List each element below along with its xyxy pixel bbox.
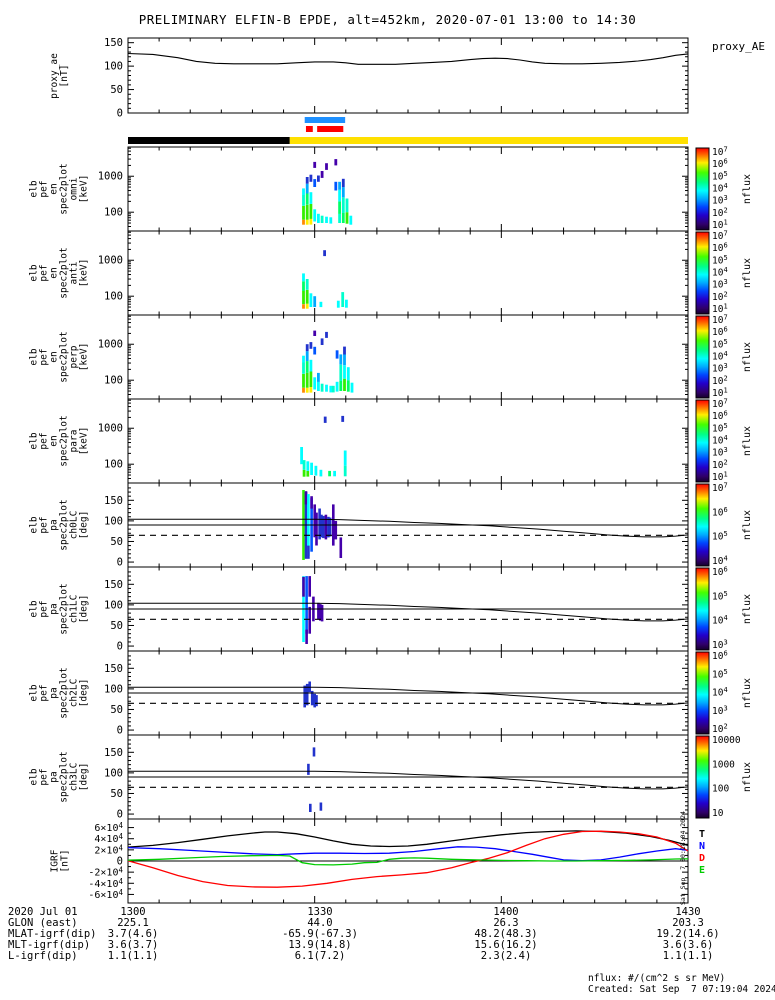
svg-text:105: 105 bbox=[712, 338, 728, 351]
svg-text:106: 106 bbox=[712, 650, 728, 663]
svg-text:nflux: nflux bbox=[742, 174, 753, 204]
side-timestamp: Sat Sep 7 00:18:04 2024 bbox=[679, 811, 687, 905]
time-tick-row: 2020 Jul 01 1300 1330 1400 1430 bbox=[8, 906, 701, 918]
svg-text:150: 150 bbox=[104, 663, 123, 675]
page-title: PRELIMINARY ELFIN-B EPDE, alt=452km, 202… bbox=[138, 12, 637, 27]
date-label: 2020 Jul 01 bbox=[8, 906, 78, 918]
svg-text:107: 107 bbox=[712, 146, 728, 159]
created-timestamp: Created: Sat Sep 7 07:19:04 2024 bbox=[588, 984, 775, 995]
svg-text:104: 104 bbox=[712, 434, 728, 447]
svg-text:106: 106 bbox=[712, 566, 728, 579]
svg-text:nflux: nflux bbox=[742, 510, 753, 540]
svg-text:104: 104 bbox=[712, 686, 728, 699]
svg-text:105: 105 bbox=[712, 254, 728, 267]
svg-text:150: 150 bbox=[104, 495, 123, 507]
svg-text:100: 100 bbox=[104, 459, 123, 471]
svg-text:102: 102 bbox=[712, 458, 728, 471]
svg-text:104: 104 bbox=[712, 266, 728, 279]
svg-text:107: 107 bbox=[712, 482, 728, 495]
svg-text:nflux: nflux bbox=[742, 678, 753, 708]
svg-text:100: 100 bbox=[104, 683, 123, 695]
svg-text:106: 106 bbox=[712, 326, 728, 339]
svg-text:10: 10 bbox=[712, 808, 724, 819]
svg-text:0: 0 bbox=[117, 557, 123, 569]
svg-text:107: 107 bbox=[712, 398, 728, 411]
svg-text:150: 150 bbox=[104, 37, 123, 49]
svg-text:104: 104 bbox=[712, 350, 728, 363]
svg-text:102: 102 bbox=[712, 723, 728, 736]
svg-text:100: 100 bbox=[104, 515, 123, 527]
svg-text:50: 50 bbox=[110, 620, 123, 632]
svg-text:100: 100 bbox=[104, 375, 123, 387]
svg-text:nflux: nflux bbox=[742, 426, 753, 456]
svg-text:0: 0 bbox=[117, 856, 123, 868]
svg-text:104: 104 bbox=[712, 614, 728, 627]
svg-text:0: 0 bbox=[117, 809, 123, 821]
svg-text:105: 105 bbox=[712, 170, 728, 183]
svg-text:1000: 1000 bbox=[98, 171, 123, 183]
svg-text:-6×104: -6×104 bbox=[88, 888, 123, 901]
svg-text:1000: 1000 bbox=[712, 759, 735, 770]
mlt-row: MLT-igrf(dip) 3.6(3.7) 13.9(14.8) 15.6(1… bbox=[8, 939, 714, 951]
svg-text:50: 50 bbox=[110, 536, 123, 548]
svg-text:103: 103 bbox=[712, 704, 728, 717]
svg-text:150: 150 bbox=[104, 579, 123, 591]
svg-text:102: 102 bbox=[712, 290, 728, 303]
svg-text:106: 106 bbox=[712, 242, 728, 255]
svg-text:107: 107 bbox=[712, 230, 728, 243]
svg-text:6×104: 6×104 bbox=[94, 821, 123, 834]
svg-text:100: 100 bbox=[104, 291, 123, 303]
svg-text:100: 100 bbox=[104, 767, 123, 779]
proxy-ae-series-label: proxy_AE bbox=[712, 40, 765, 53]
igrf-legend-E: E bbox=[699, 865, 706, 876]
svg-text:50: 50 bbox=[110, 84, 123, 96]
svg-text:-2×104: -2×104 bbox=[88, 866, 123, 879]
svg-text:103: 103 bbox=[712, 278, 728, 291]
svg-text:0: 0 bbox=[117, 641, 123, 653]
svg-text:2×104: 2×104 bbox=[94, 843, 123, 856]
igrf-legend-T: T bbox=[699, 829, 706, 840]
svg-text:nflux: nflux bbox=[742, 594, 753, 624]
svg-text:10000: 10000 bbox=[712, 735, 741, 746]
svg-text:nflux: nflux bbox=[742, 258, 753, 288]
svg-text:nflux: nflux bbox=[742, 342, 753, 372]
svg-text:0: 0 bbox=[117, 108, 123, 120]
svg-text:103: 103 bbox=[712, 194, 728, 207]
igrf-legend-N: N bbox=[699, 841, 706, 852]
svg-text:104: 104 bbox=[712, 182, 728, 195]
svg-text:nflux: nflux bbox=[742, 762, 753, 792]
svg-text:102: 102 bbox=[712, 206, 728, 219]
svg-text:105: 105 bbox=[712, 422, 728, 435]
svg-text:103: 103 bbox=[712, 446, 728, 459]
mlat-row: MLAT-igrf(dip) 3.7(4.6) -65.9(-67.3) 48.… bbox=[8, 928, 720, 940]
svg-text:50: 50 bbox=[110, 704, 123, 716]
svg-text:1000: 1000 bbox=[98, 423, 123, 435]
svg-text:102: 102 bbox=[712, 374, 728, 387]
svg-text:150: 150 bbox=[104, 747, 123, 759]
svg-text:100: 100 bbox=[712, 784, 729, 795]
svg-text:105: 105 bbox=[712, 668, 728, 681]
svg-text:-4×104: -4×104 bbox=[88, 877, 123, 890]
svg-text:106: 106 bbox=[712, 158, 728, 171]
svg-text:0: 0 bbox=[117, 725, 123, 737]
nflux-units-note: nflux: #/(cm^2 s sr MeV) bbox=[588, 973, 726, 984]
svg-text:4×104: 4×104 bbox=[94, 832, 123, 845]
svg-text:1000: 1000 bbox=[98, 339, 123, 351]
svg-text:100: 100 bbox=[104, 599, 123, 611]
glon-row: GLON (east) 225.1 44.0 26.3 203.3 bbox=[8, 917, 704, 929]
svg-text:107: 107 bbox=[712, 314, 728, 327]
svg-text:1000: 1000 bbox=[98, 255, 123, 267]
svg-text:105: 105 bbox=[712, 590, 728, 603]
igrf-legend-D: D bbox=[699, 853, 706, 864]
svg-text:105: 105 bbox=[712, 530, 728, 543]
svg-text:100: 100 bbox=[104, 61, 123, 73]
svg-text:106: 106 bbox=[712, 410, 728, 423]
svg-text:103: 103 bbox=[712, 362, 728, 375]
svg-text:100: 100 bbox=[104, 207, 123, 219]
lshell-row: L-igrf(dip) 1.1(1.1) 6.1(7.2) 2.3(2.4) 1… bbox=[8, 950, 714, 962]
svg-text:106: 106 bbox=[712, 506, 728, 519]
svg-text:50: 50 bbox=[110, 788, 123, 800]
